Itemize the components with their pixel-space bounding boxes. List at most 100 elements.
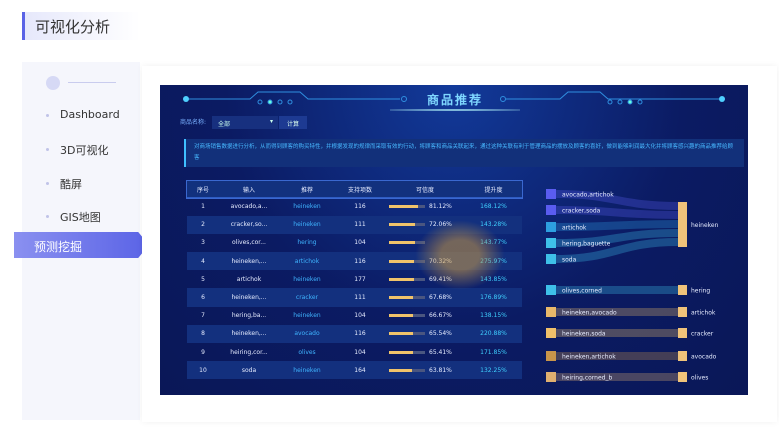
table-row[interactable]: 10 soda heineken 164 63.81% 132.25% xyxy=(187,361,522,380)
confidence-bar-fill xyxy=(389,241,415,245)
confidence-bar xyxy=(389,350,425,354)
confidence-value: 67.68% xyxy=(429,294,452,302)
sankey-target-label: heineken xyxy=(691,222,719,229)
row-support: 111 xyxy=(354,294,366,302)
row-recommend: artichok xyxy=(294,257,320,265)
table-row[interactable]: 1 avocado,a... heineken 116 81.12% 168.1… xyxy=(187,198,522,216)
title-glow xyxy=(390,109,520,111)
divider xyxy=(68,82,116,83)
sidebar-item-3d[interactable]: 3D可视化 xyxy=(22,142,140,158)
row-recommend: heineken xyxy=(293,312,321,320)
row-no: 9 xyxy=(201,348,205,356)
row-no: 10 xyxy=(199,366,207,374)
row-support: 116 xyxy=(354,330,366,338)
sankey-chart: avocado,artichok cracker,soda artichok heri… xyxy=(546,189,719,382)
sankey-source-node xyxy=(546,307,556,317)
confidence-bar xyxy=(389,296,425,300)
row-recommend: heineken xyxy=(293,221,321,229)
row-support: 116 xyxy=(354,257,366,265)
sankey-source-label: hering,baguette xyxy=(562,241,611,248)
sankey-target-node xyxy=(678,328,687,338)
sankey-target-node xyxy=(678,285,687,295)
sankey-target-label: hering xyxy=(691,288,710,295)
row-support: 104 xyxy=(354,348,366,356)
col-confidence: 可信度 xyxy=(385,180,465,198)
confidence-bar-fill xyxy=(389,332,413,336)
row-confidence: 63.81% xyxy=(385,361,465,379)
confidence-bar-fill xyxy=(389,296,414,300)
confidence-bar xyxy=(389,368,425,372)
row-confidence: 67.68% xyxy=(385,288,465,306)
confidence-bar-fill xyxy=(389,223,415,227)
col-support: 支持项数 xyxy=(335,180,385,198)
confidence-bar-fill xyxy=(389,350,413,354)
row-input: cracker,so... xyxy=(230,221,268,229)
page-title: 可视化分析 xyxy=(22,12,140,40)
row-input: olives,cor... xyxy=(232,239,266,247)
confidence-bar xyxy=(389,259,425,263)
sankey-target-label: cracker xyxy=(691,331,714,338)
product-select-value: 全部 xyxy=(218,121,231,128)
sankey-target-label: artichok xyxy=(691,310,716,317)
row-input: soda xyxy=(241,366,257,374)
row-input: heiring,cor... xyxy=(230,348,268,356)
row-support: 177 xyxy=(354,275,366,283)
sankey-source-node xyxy=(546,238,556,248)
sankey-source-node xyxy=(546,372,556,382)
row-confidence: 65.41% xyxy=(385,343,465,361)
col-input: 输入 xyxy=(219,180,279,198)
sidebar-item-cool-screen[interactable]: 酷屏 xyxy=(22,176,140,192)
confidence-value: 66.67% xyxy=(429,312,452,320)
confidence-value: 65.54% xyxy=(429,330,452,338)
sankey-source-node xyxy=(546,285,556,295)
confidence-bar xyxy=(389,332,425,336)
sankey-link xyxy=(555,238,679,263)
description: 对商场销售数据进行分析，从而得到顾客的购买特性，并根据发现的规律而采取有效的行动… xyxy=(184,139,744,167)
row-lift: 138.15% xyxy=(480,312,507,320)
row-support: 104 xyxy=(354,312,366,320)
confidence-bar xyxy=(389,314,425,318)
chevron-down-icon: ▾ xyxy=(269,118,273,125)
row-no: 7 xyxy=(201,312,205,320)
row-recommend: heineken xyxy=(293,366,321,374)
row-no: 4 xyxy=(201,257,205,265)
sankey-target-node xyxy=(678,307,687,317)
table-row[interactable]: 6 heineken,... cracker 111 67.68% 176.89… xyxy=(187,288,522,307)
confidence-bar-fill xyxy=(389,368,412,372)
compute-button[interactable]: 计算 xyxy=(279,116,307,129)
row-no: 6 xyxy=(201,294,205,302)
sankey-source-node xyxy=(546,254,556,264)
confidence-bar xyxy=(389,277,425,281)
row-input: artichok xyxy=(236,275,262,283)
row-recommend: hering xyxy=(297,239,317,247)
sankey-source-node xyxy=(546,205,556,215)
row-recommend: avocado xyxy=(294,330,320,338)
confidence-bar-fill xyxy=(389,205,419,209)
sidebar-item-gis[interactable]: GIS地图 xyxy=(22,209,140,225)
table-row[interactable]: 8 heineken,... avocado 116 65.54% 220.88… xyxy=(187,324,522,343)
row-input: heineken,... xyxy=(231,330,267,338)
row-lift: 220.88% xyxy=(480,330,507,338)
row-support: 111 xyxy=(354,221,366,229)
confidence-value: 81.12% xyxy=(429,203,452,211)
product-select[interactable]: 全部 ▾ xyxy=(212,116,278,129)
row-no: 8 xyxy=(201,330,205,338)
sankey-source-node xyxy=(546,222,556,232)
row-recommend: heineken xyxy=(293,203,321,211)
sankey-target-label: avocado xyxy=(691,354,717,361)
col-no: 序号 xyxy=(187,180,219,198)
sidebar-item-dashboard[interactable]: Dashboard xyxy=(22,108,140,121)
sidebar-item-prediction[interactable]: 预测挖掘 xyxy=(14,232,149,258)
confidence-bar-fill xyxy=(389,277,414,281)
row-recommend: olives xyxy=(298,348,316,356)
table-row[interactable]: 7 hering,ba... heineken 104 66.67% 138.1… xyxy=(187,307,522,325)
row-no: 1 xyxy=(201,203,205,211)
col-lift: 提升度 xyxy=(465,180,522,198)
sankey-source-node xyxy=(546,189,556,199)
sankey-target-node xyxy=(678,351,687,361)
confidence-value: 65.41% xyxy=(429,348,452,356)
row-confidence: 65.54% xyxy=(385,325,465,343)
sankey-source-label: soda xyxy=(562,257,577,264)
table-row[interactable]: 9 heiring,cor... olives 104 65.41% 171.8… xyxy=(187,343,522,361)
sankey-source-label: avocado,artichok xyxy=(562,192,614,199)
